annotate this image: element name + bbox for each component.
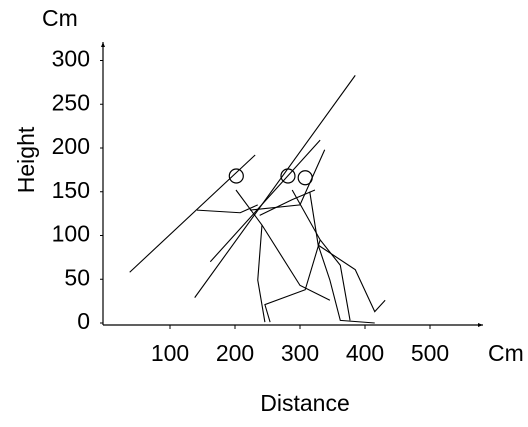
- figure-line: [249, 149, 326, 211]
- x-tick-label: 300: [281, 340, 319, 366]
- y-tick-label: 100: [52, 221, 90, 247]
- y-tick-label: 0: [77, 308, 90, 334]
- y-tick-label: 150: [52, 177, 90, 203]
- x-tick-label: 100: [151, 340, 189, 366]
- figure-line: [259, 189, 316, 216]
- x-tick-label: 200: [216, 340, 254, 366]
- figure-line: [194, 75, 356, 298]
- head: [280, 168, 296, 184]
- y-unit: Cm: [42, 5, 78, 31]
- y-axis-label: Height: [13, 126, 39, 193]
- x-tick-label: 400: [346, 340, 384, 366]
- head: [297, 170, 313, 186]
- figure-line: [264, 239, 321, 323]
- x-axis-label: Distance: [260, 390, 349, 416]
- x-arrow: [478, 323, 483, 327]
- y-tick-label: 50: [64, 264, 90, 290]
- y-tick-label: 300: [52, 46, 90, 72]
- figure-line: [309, 191, 386, 313]
- y-arrow: [101, 42, 105, 47]
- figure-line: [209, 139, 321, 263]
- x-tick-label: 500: [411, 340, 449, 366]
- figure-line: [257, 224, 266, 323]
- head: [228, 168, 244, 184]
- y-tick-label: 250: [52, 89, 90, 115]
- y-tick-label: 200: [52, 133, 90, 159]
- figure-line: [129, 154, 256, 273]
- figure-line: [196, 204, 258, 214]
- x-unit: Cm: [488, 340, 524, 366]
- figure-line: [235, 189, 331, 301]
- figure-line: [317, 244, 375, 324]
